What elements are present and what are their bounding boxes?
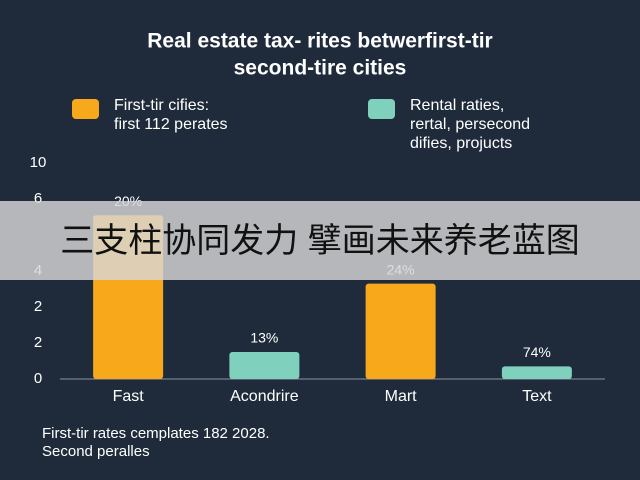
x-tick-label: Mart <box>385 388 418 405</box>
y-tick-label: 0 <box>34 370 42 387</box>
bar <box>365 283 436 379</box>
y-tick-label: 2 <box>34 298 42 315</box>
value-label: 13% <box>250 330 278 346</box>
legend-label: rertal, persecond <box>410 116 530 133</box>
footnote: Second peralles <box>42 443 150 460</box>
legend-label: first 112 perates <box>114 116 228 133</box>
legend-swatch <box>72 99 99 119</box>
y-tick-label: 10 <box>30 154 47 171</box>
legend-swatch <box>368 99 395 119</box>
legend-label: difies, projucts <box>410 135 512 152</box>
bar <box>229 352 300 379</box>
banner-bg <box>0 201 640 280</box>
y-tick-label: 2 <box>34 334 42 351</box>
value-label: 74% <box>523 344 551 360</box>
chart-title: Real estate tax- rites betwerfirst-tir <box>147 30 492 53</box>
banner-text: 三支柱协同发力 擘画未来养老蓝图 <box>60 222 579 260</box>
chart-title: second-tire cities <box>234 57 407 80</box>
legend-label: First-tir cifies: <box>114 97 209 114</box>
footnote: First-tir rates cemplates 182 2028. <box>42 425 270 442</box>
x-tick-label: Acondrire <box>230 388 299 405</box>
x-tick-label: Fast <box>113 388 145 405</box>
y-tick-label: 6 <box>34 190 42 207</box>
x-tick-label: Text <box>522 388 552 405</box>
legend-label: Rental raties, <box>410 97 504 114</box>
bar <box>501 366 572 379</box>
